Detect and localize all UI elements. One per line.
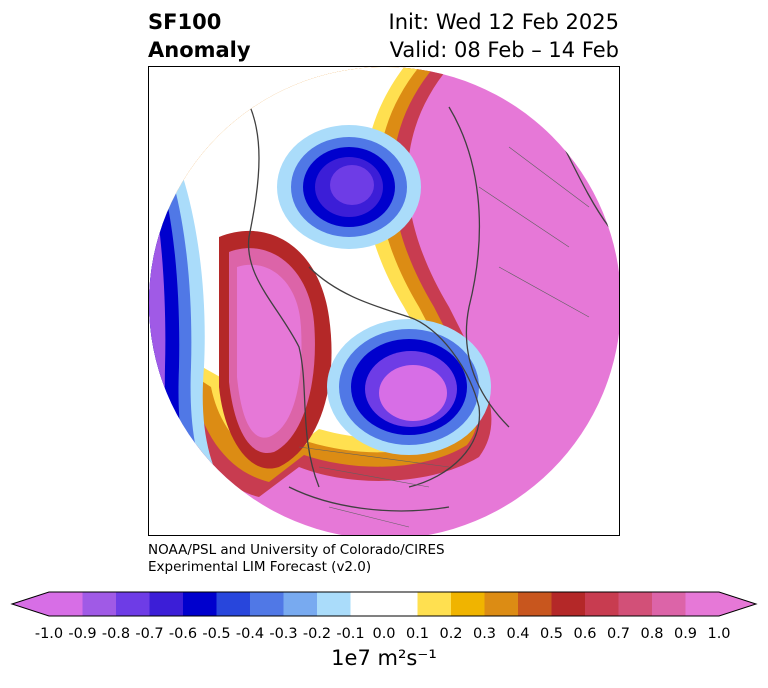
colorbar-segment <box>384 592 418 616</box>
map-title-block: SF100 Anomaly <box>148 8 251 64</box>
colorbar-tick-label: 0.0 <box>372 626 396 642</box>
credit-line-1: NOAA/PSL and University of Colorado/CIRE… <box>148 542 445 558</box>
colorbar-segment <box>518 592 552 616</box>
colorbar-segment <box>652 592 686 616</box>
colorbar-tick-label: -0.3 <box>269 626 298 642</box>
colorbar-tick-label: 0.3 <box>472 626 497 642</box>
colorbar-tick-label: 0.7 <box>606 626 631 642</box>
map-panel <box>148 66 620 536</box>
colorbar-segment <box>149 592 184 616</box>
credit: NOAA/PSL and University of Colorado/CIRE… <box>148 542 445 576</box>
colorbar-segment <box>317 592 351 616</box>
init-date: Init: Wed 12 Feb 2025 <box>388 10 619 34</box>
anomaly-subtitle: Anomaly <box>148 38 251 62</box>
colorbar-segment <box>82 592 117 616</box>
colorbar-tick-label: -1.0 <box>34 626 64 642</box>
polar-map <box>149 67 619 535</box>
colorbar-tick-label: -0.1 <box>336 626 365 642</box>
colorbar-segment <box>49 592 83 616</box>
colorbar-over-arrow <box>719 592 756 616</box>
colorbar-segment <box>283 592 318 616</box>
colorbar-tick-label: 0.6 <box>573 626 597 642</box>
colorbar-segment <box>250 592 284 616</box>
colorbar-segment <box>551 592 586 616</box>
colorbar-under-arrow <box>12 592 49 616</box>
colorbar-tick-label: 0.8 <box>640 626 664 642</box>
colorbar-tick-label: 0.4 <box>506 626 530 642</box>
colorbar-tick-label: -0.2 <box>302 626 332 642</box>
colorbar-outline <box>10 591 758 617</box>
colorbar-segment <box>484 592 519 616</box>
credit-line-2: Experimental LIM Forecast (v2.0) <box>148 559 372 575</box>
colorbar <box>10 591 758 617</box>
colorbar-tick-label: 0.1 <box>405 626 430 642</box>
colorbar-tick-label: -0.6 <box>168 626 198 642</box>
colorbar-segment <box>685 592 720 616</box>
colorbar-tick-label: 0.9 <box>673 626 698 642</box>
colorbar-segment <box>585 592 619 616</box>
colorbar-tick-label: 0.2 <box>439 626 463 642</box>
colorbar-segment <box>350 592 385 616</box>
colorbar-segment <box>451 592 485 616</box>
borders <box>298 146 590 528</box>
colorbar-segment <box>618 592 653 616</box>
colorbar-ticks: -1.0 -0.9 -0.8 -0.7 -0.6 -0.5 -0.4 -0.3 -0.2 -0.1… <box>0 626 768 646</box>
colorbar-tick-label: 1.0 <box>707 626 731 642</box>
date-block: Init: Wed 12 Feb 2025 Valid: 08 Feb – 14… <box>389 8 619 64</box>
colorbar-tick-label: -0.7 <box>135 626 164 642</box>
colorbar-segment <box>417 592 452 616</box>
colorbar-segment <box>116 592 150 616</box>
colorbar-tick-label: -0.9 <box>68 626 97 642</box>
colorbar-segment <box>183 592 217 616</box>
arctic-low-core <box>330 165 374 205</box>
colorbar-tick-label: 0.5 <box>539 626 564 642</box>
valid-range: Valid: 08 Feb – 14 Feb <box>389 38 619 62</box>
colorbar-segment <box>216 592 251 616</box>
colorbar-unit-label: 1e7 m²s⁻¹ <box>331 646 437 670</box>
coastlines <box>238 86 610 512</box>
colorbar-tick-label: -0.8 <box>101 626 131 642</box>
pacific-ridge-core <box>237 264 302 438</box>
canada-low-core <box>379 365 447 421</box>
colorbar-tick-label: -0.4 <box>235 626 265 642</box>
colorbar-tick-label: -0.5 <box>202 626 231 642</box>
variable-title: SF100 <box>148 10 222 34</box>
